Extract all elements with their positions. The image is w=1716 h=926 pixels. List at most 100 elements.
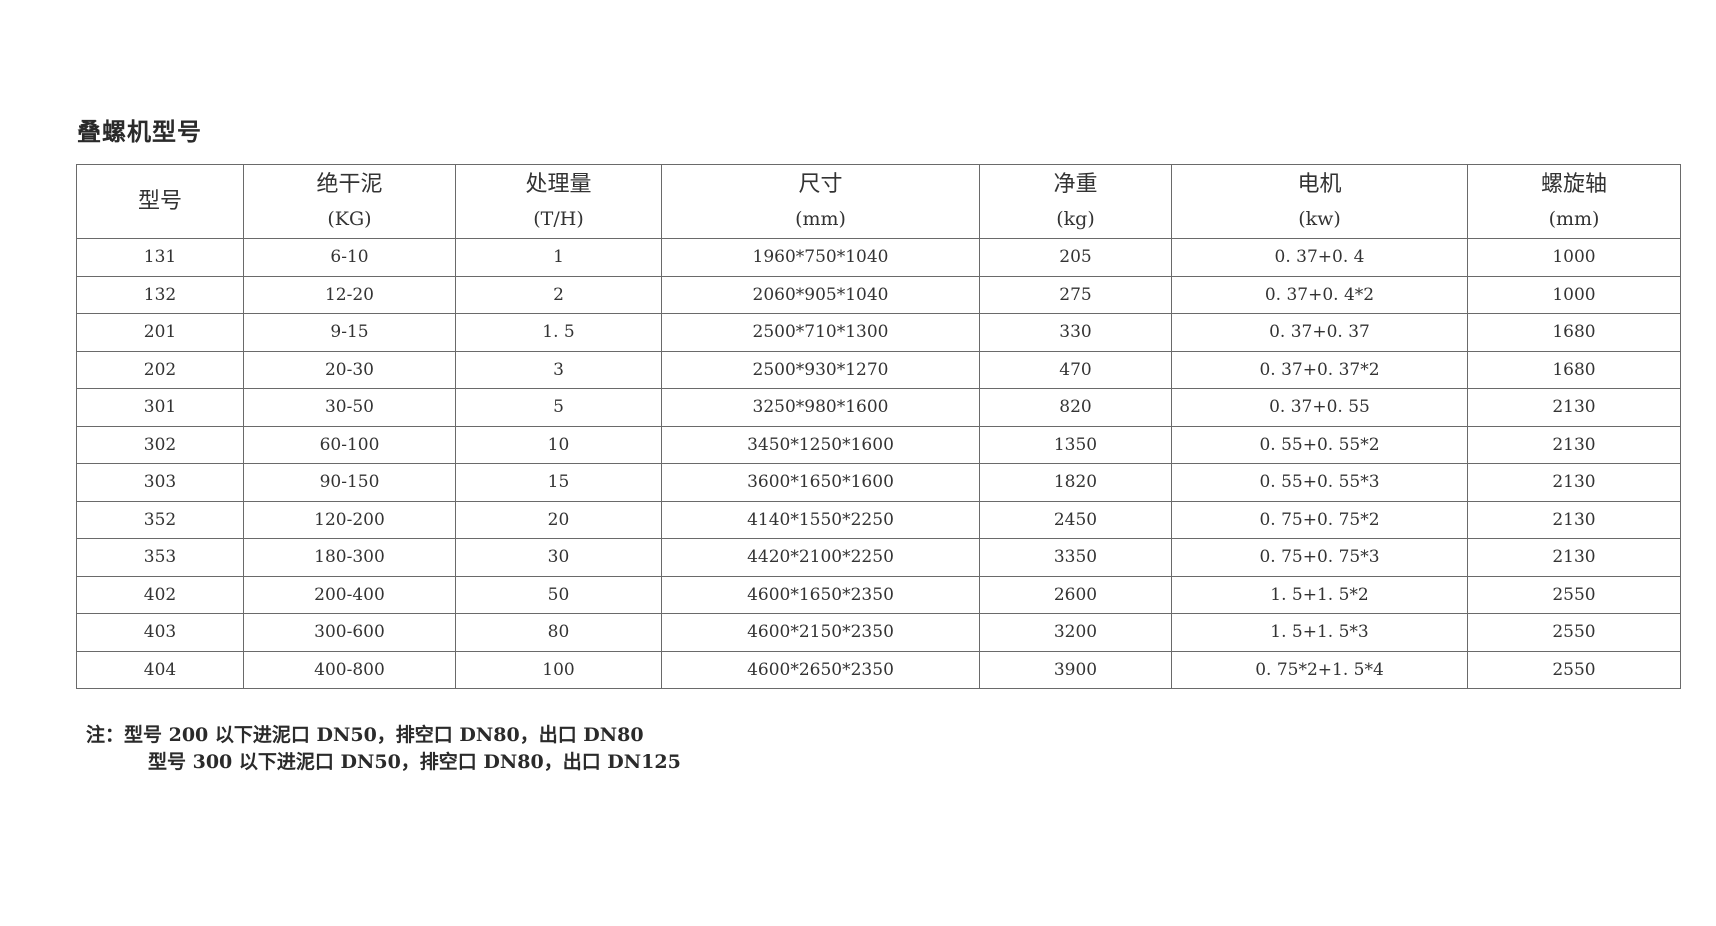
table-cell: 1 (455, 238, 662, 277)
column-header: 处理量 (T/H) (455, 164, 662, 239)
table-cell: 20-30 (243, 350, 456, 389)
table-row: 353 180-300 30 4420*2100*2250 3350 0. 75+0. 7… (76, 538, 1681, 577)
table-row: 202 20-30 3 2500*930*1270 470 0. 37+0. 37*2 16… (76, 350, 1681, 389)
table-cell: 9-15 (243, 313, 456, 352)
table-cell: 2060*905*1040 (661, 275, 980, 314)
table-cell: 0. 55+0. 55*3 (1171, 463, 1468, 502)
table-cell: 0. 37+0. 4*2 (1171, 275, 1468, 314)
table-cell: 3450*1250*1600 (661, 425, 980, 464)
table-header-row: 型号 绝干泥 (KG) 处理量 (T/H) 尺寸 (mm) 净重 (kg) 电机 (kw) 螺旋轴 (m… (76, 164, 1681, 239)
table-cell: 50 (455, 575, 662, 614)
table-cell: 820 (979, 388, 1172, 427)
table-cell: 3200 (979, 613, 1172, 652)
column-header-label: 净重 (1053, 171, 1098, 197)
table-cell: 302 (76, 425, 244, 464)
table-cell: 30-50 (243, 388, 456, 427)
page-title: 叠螺机型号 (77, 118, 202, 146)
table-cell: 205 (979, 238, 1172, 277)
column-header-label: 尺寸 (798, 171, 843, 197)
table-cell: 132 (76, 275, 244, 314)
table-cell: 2130 (1467, 463, 1681, 502)
table-cell: 1820 (979, 463, 1172, 502)
table-cell: 300-600 (243, 613, 456, 652)
table-cell: 200-400 (243, 575, 456, 614)
column-header-unit: (KG) (327, 207, 372, 230)
table-cell: 80 (455, 613, 662, 652)
column-header-unit: (kw) (1298, 207, 1341, 230)
table-cell: 0. 37+0. 37*2 (1171, 350, 1468, 389)
table-cell: 60-100 (243, 425, 456, 464)
table-cell: 20 (455, 500, 662, 539)
table-row: 403 300-600 80 4600*2150*2350 3200 1. 5+1. 5*… (76, 613, 1681, 652)
table-cell: 0. 55+0. 55*2 (1171, 425, 1468, 464)
table-cell: 400-800 (243, 650, 456, 689)
table-cell: 303 (76, 463, 244, 502)
table-cell: 1. 5+1. 5*2 (1171, 575, 1468, 614)
table-cell: 30 (455, 538, 662, 577)
table-cell: 1960*750*1040 (661, 238, 980, 277)
table-cell: 4600*2650*2350 (661, 650, 980, 689)
spec-table: 型号 绝干泥 (KG) 处理量 (T/H) 尺寸 (mm) 净重 (kg) 电机 (kw) 螺旋轴 (m… (76, 164, 1681, 689)
table-cell: 2550 (1467, 575, 1681, 614)
table-row: 302 60-100 10 3450*1250*1600 1350 0. 55+0. 55… (76, 425, 1681, 464)
table-cell: 2500*930*1270 (661, 350, 980, 389)
table-cell: 10 (455, 425, 662, 464)
table-row: 131 6-10 1 1960*750*1040 205 0. 37+0. 4 1000 (76, 238, 1681, 277)
table-cell: 4420*2100*2250 (661, 538, 980, 577)
table-cell: 6-10 (243, 238, 456, 277)
table-cell: 2130 (1467, 388, 1681, 427)
column-header-unit: (mm) (1548, 207, 1600, 230)
notes: 注：型号 200 以下进泥口 DN50，排空口 DN80，出口 DN80 型号 … (86, 722, 681, 776)
table-cell: 0. 37+0. 37 (1171, 313, 1468, 352)
table-cell: 4600*1650*2350 (661, 575, 980, 614)
column-header: 绝干泥 (KG) (243, 164, 456, 239)
table-cell: 90-150 (243, 463, 456, 502)
column-header: 型号 (76, 164, 244, 239)
column-header-unit: (T/H) (533, 207, 584, 230)
table-cell: 2130 (1467, 425, 1681, 464)
table-cell: 2130 (1467, 538, 1681, 577)
table-cell: 0. 75*2+1. 5*4 (1171, 650, 1468, 689)
table-row: 303 90-150 15 3600*1650*1600 1820 0. 55+0. 55… (76, 463, 1681, 502)
column-header: 电机 (kw) (1171, 164, 1468, 239)
table-cell: 2 (455, 275, 662, 314)
table-cell: 3 (455, 350, 662, 389)
table-cell: 0. 37+0. 55 (1171, 388, 1468, 427)
table-row: 132 12-20 2 2060*905*1040 275 0. 37+0. 4*2 100… (76, 275, 1681, 314)
table-cell: 403 (76, 613, 244, 652)
table-row: 402 200-400 50 4600*1650*2350 2600 1. 5+1. 5*… (76, 575, 1681, 614)
table-cell: 180-300 (243, 538, 456, 577)
table-cell: 2550 (1467, 650, 1681, 689)
column-header-unit: (kg) (1056, 207, 1095, 230)
table-cell: 402 (76, 575, 244, 614)
table-cell: 3900 (979, 650, 1172, 689)
column-header-label: 电机 (1297, 171, 1342, 197)
table-cell: 2500*710*1300 (661, 313, 980, 352)
table-cell: 1. 5 (455, 313, 662, 352)
table-cell: 5 (455, 388, 662, 427)
column-header-label: 螺旋轴 (1540, 171, 1607, 197)
table-cell: 2130 (1467, 500, 1681, 539)
table-cell: 4600*2150*2350 (661, 613, 980, 652)
table-cell: 2450 (979, 500, 1172, 539)
table-cell: 201 (76, 313, 244, 352)
table-cell: 2600 (979, 575, 1172, 614)
table-cell: 0. 75+0. 75*2 (1171, 500, 1468, 539)
table-cell: 301 (76, 388, 244, 427)
table-cell: 275 (979, 275, 1172, 314)
column-header-unit: (mm) (795, 207, 846, 230)
table-cell: 3350 (979, 538, 1172, 577)
table-cell: 0. 75+0. 75*3 (1171, 538, 1468, 577)
table-cell: 404 (76, 650, 244, 689)
column-header-label: 型号 (137, 188, 182, 214)
table-cell: 1000 (1467, 275, 1681, 314)
table-cell: 1680 (1467, 313, 1681, 352)
table-cell: 1350 (979, 425, 1172, 464)
table-cell: 1. 5+1. 5*3 (1171, 613, 1468, 652)
table-cell: 3600*1650*1600 (661, 463, 980, 502)
table-cell: 100 (455, 650, 662, 689)
table-cell: 12-20 (243, 275, 456, 314)
table-row: 352 120-200 20 4140*1550*2250 2450 0. 75+0. 7… (76, 500, 1681, 539)
table-cell: 131 (76, 238, 244, 277)
table-cell: 2550 (1467, 613, 1681, 652)
